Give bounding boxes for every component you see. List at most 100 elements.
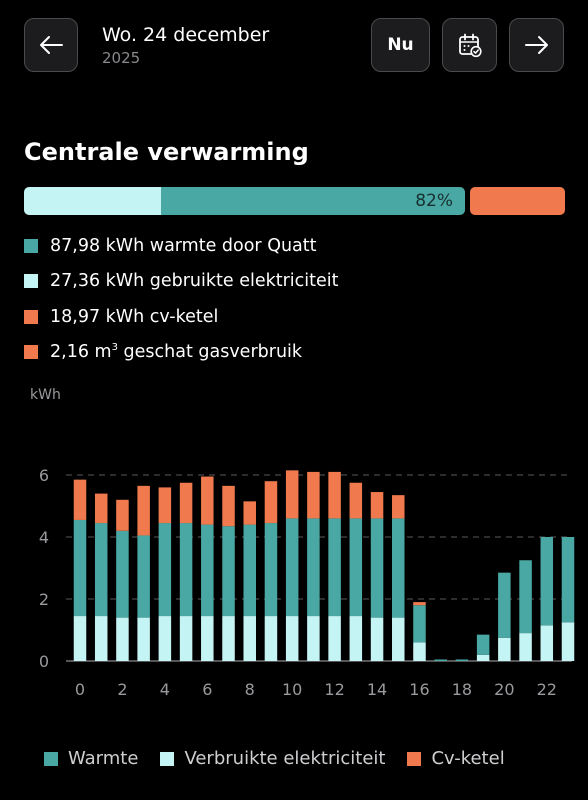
x-tick-label: 12 (324, 680, 344, 699)
bar-segment (561, 537, 575, 623)
legend-item-electricity: 27,36 kWh gebruikte elektriciteit (24, 264, 339, 300)
x-tick-label: 22 (537, 680, 557, 699)
bar-segment (392, 617, 405, 661)
bar-segment (476, 634, 490, 655)
bar-segment (307, 471, 320, 519)
y-axis-unit-label: kWh (30, 387, 61, 403)
bar-segment (370, 617, 384, 661)
bar-segment (285, 518, 299, 617)
electricity-legend-swatch (160, 751, 175, 766)
previous-day-button[interactable] (24, 18, 78, 72)
bar-segment (561, 622, 575, 661)
bar-segment (307, 616, 320, 661)
boiler-swatch (24, 309, 38, 324)
bar-segment (519, 633, 532, 661)
x-tick-label: 4 (160, 680, 170, 699)
now-button[interactable]: Nu (371, 18, 430, 72)
bar-segment (413, 602, 426, 606)
electricity-bar-segment (24, 187, 161, 215)
electricity-summary-text: 27,36 kWh gebruikte elektriciteit (50, 271, 339, 292)
bar-segment (137, 617, 150, 661)
y-tick-label: 4 (39, 528, 49, 547)
bar-segment (413, 605, 426, 643)
bar-segment (413, 642, 426, 661)
bar-segment (179, 616, 193, 661)
calendar-button[interactable] (442, 18, 497, 72)
bar-segment (137, 485, 150, 536)
heat-legend-label: Warmte (68, 748, 139, 769)
bar-segment (498, 572, 511, 638)
gas-swatch (24, 345, 38, 360)
chart-legend-boiler: Cv-ketel (407, 748, 505, 769)
bar-segment (434, 659, 447, 661)
next-day-button[interactable] (509, 18, 564, 72)
bar-segment (370, 518, 384, 618)
heat-swatch (24, 238, 38, 253)
chart-legend-heat: Warmte (44, 748, 138, 769)
electricity-legend-label: Verbruikte elektriciteit (184, 748, 386, 769)
bar-segment (158, 523, 172, 617)
bar-segment (222, 616, 235, 661)
bar-segment (285, 470, 299, 519)
x-tick-label: 6 (202, 680, 212, 699)
boiler-legend-label: Cv-ketel (431, 748, 505, 769)
bar-segment (264, 481, 278, 524)
bar-segment (243, 501, 256, 525)
bar-segment (349, 518, 363, 617)
legend-item-heat: 87,98 kWh warmte door Quatt (24, 228, 339, 264)
bar-segment (201, 524, 214, 617)
bar-segment (201, 616, 214, 661)
x-tick-label: 14 (367, 680, 387, 699)
bar-segment (116, 617, 129, 661)
bar-segment (455, 659, 469, 661)
date-title: Wo. 24 december (102, 24, 270, 46)
y-tick-label: 2 (39, 590, 49, 609)
calendar-check-icon (458, 33, 482, 58)
bar-segment (307, 518, 320, 617)
bar-segment (243, 524, 256, 617)
hourly-energy-chart: 0 2 4 6 0 2 4 6 8 10 12 14 16 18 20 22 (39, 466, 575, 699)
bar-segment (201, 476, 214, 525)
heat-source-progress-bar: 82% (24, 187, 465, 215)
bar-segment (137, 535, 150, 618)
legend-item-gas: 2,16 m3 geschat gasverbruik (24, 335, 339, 371)
bar-segment (243, 616, 256, 661)
x-tick-label: 8 (245, 680, 255, 699)
heat-summary-text: 87,98 kWh warmte door Quatt (50, 235, 317, 256)
arrow-left-icon (40, 36, 63, 54)
heat-bar-segment: 82% (160, 187, 465, 215)
bar-segment (540, 625, 554, 661)
bar-segment (328, 471, 341, 519)
section-title: Centrale verwarming (24, 138, 309, 166)
bar-segment (158, 487, 172, 524)
y-tick-label: 6 (39, 466, 49, 485)
bar-segment (349, 482, 363, 519)
chart-legend-electricity: Verbruikte elektriciteit (160, 748, 385, 769)
bar-segment (392, 518, 405, 618)
bar-segment (179, 523, 193, 617)
bar-segment (540, 537, 554, 626)
bar-segment (73, 616, 87, 661)
y-tick-label: 0 (39, 652, 49, 671)
boiler-summary-text: 18,97 kWh cv-ketel (50, 306, 219, 327)
bar-segment (264, 523, 278, 617)
energy-summary-list: 87,98 kWh warmte door Quatt 27,36 kWh ge… (24, 228, 339, 370)
bar-segment (498, 637, 511, 661)
bar-segment (476, 654, 490, 661)
bar-segment (73, 519, 87, 617)
bar-segment (222, 485, 235, 527)
x-tick-label: 2 (117, 680, 127, 699)
bar-segment (328, 616, 341, 661)
gas-summary-text: 2,16 m3 geschat gasverbruik (50, 342, 303, 363)
chart-legend: Warmte Verbruikte elektriciteit Cv-ketel (44, 748, 527, 769)
x-tick-label: 20 (494, 680, 514, 699)
x-tick-label: 16 (409, 680, 429, 699)
percentage-label: 82% (415, 191, 453, 211)
bar-segment (285, 616, 299, 661)
boiler-legend-swatch (407, 751, 422, 766)
bar-segment (73, 479, 87, 520)
bar-segment (94, 493, 108, 524)
bar-segment (519, 560, 532, 634)
bar-segment (328, 518, 341, 617)
bar-segment (370, 492, 384, 519)
